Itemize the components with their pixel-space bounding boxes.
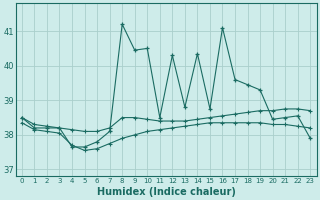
X-axis label: Humidex (Indice chaleur): Humidex (Indice chaleur): [97, 187, 236, 197]
